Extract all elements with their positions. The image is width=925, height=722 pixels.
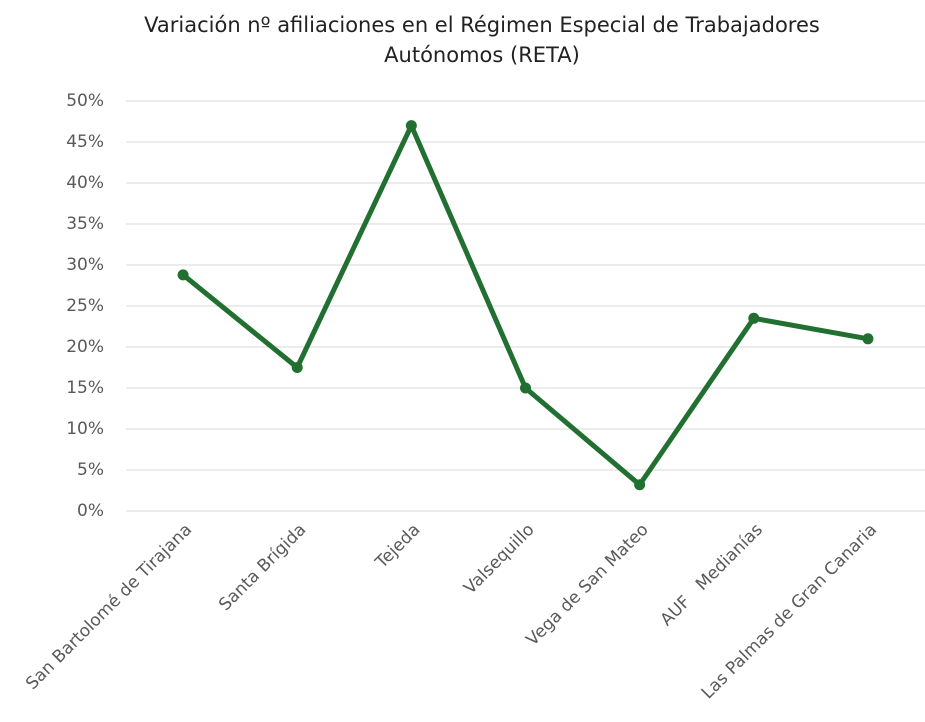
x-tick-label: Santa Brígida: [215, 520, 310, 615]
data-point: [177, 269, 189, 281]
y-tick-label: 50%: [66, 91, 104, 111]
y-tick-label: 40%: [66, 173, 104, 193]
y-tick-label: 45%: [66, 132, 104, 152]
y-tick-label: 20%: [66, 337, 104, 357]
y-tick-label: 35%: [66, 214, 104, 234]
data-point: [862, 333, 874, 345]
x-tick-label: Tejeda: [371, 520, 424, 573]
data-point: [291, 362, 303, 373]
x-tick-label: Vega de San Mateo: [523, 520, 653, 650]
y-tick-label: 15%: [66, 378, 104, 398]
data-line: [181, 123, 869, 488]
chart-title: Variación nº afiliaciones en el Régimen …: [144, 13, 820, 67]
x-tick-label: Valsequillo: [460, 520, 538, 598]
data-point: [748, 312, 760, 324]
data-point: [634, 479, 646, 491]
y-tick-label: 25%: [66, 296, 104, 316]
x-tick-label: AUF Medianías: [657, 520, 767, 630]
data-point: [520, 382, 531, 394]
y-tick-label: 0%: [77, 501, 104, 521]
data-point: [405, 120, 417, 132]
x-tick-label: San Bartolomé de Tirajana: [22, 520, 196, 694]
y-tick-label: 30%: [66, 255, 104, 275]
y-tick-label: 10%: [66, 419, 104, 439]
y-tick-label: 5%: [77, 460, 104, 480]
